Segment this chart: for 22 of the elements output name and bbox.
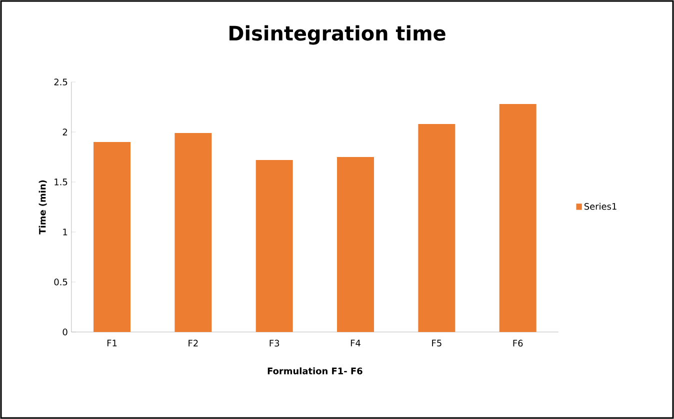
y-tick-label: 2.5 <box>54 78 68 86</box>
bar <box>418 124 456 332</box>
x-tick-label: F2 <box>188 340 198 346</box>
y-tick-label: 0.5 <box>54 278 68 286</box>
x-tick-label: F5 <box>432 340 442 346</box>
legend-label: Series1 <box>584 202 616 210</box>
y-tick-label: 2 <box>62 128 68 136</box>
x-tick-label: F1 <box>107 340 117 346</box>
bar <box>337 157 374 332</box>
bar <box>499 104 536 332</box>
y-axis-title: Time (min) <box>38 180 47 234</box>
x-tick-label: F6 <box>513 340 523 347</box>
y-tick-label: 1 <box>63 228 68 236</box>
chart-title: Disintegration time <box>230 25 446 45</box>
bar <box>174 133 212 332</box>
bar <box>256 160 293 332</box>
x-tick-label: F3 <box>270 340 280 347</box>
bar <box>94 142 131 332</box>
x-tick-label: F4 <box>350 340 360 346</box>
y-tick-label: 1.5 <box>54 178 68 186</box>
y-tick-label: 0 <box>62 328 68 336</box>
x-axis-title: Formulation F1- F6 <box>268 367 362 374</box>
